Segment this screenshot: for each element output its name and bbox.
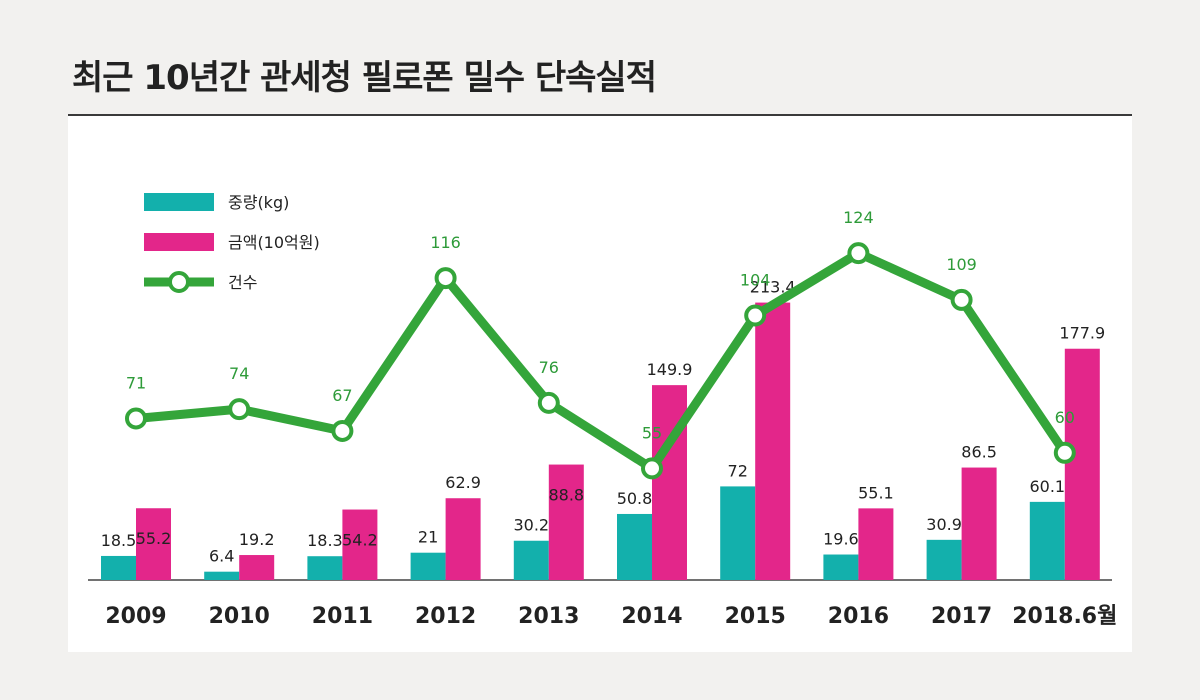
- bar-label-amount: 86.5: [961, 443, 997, 462]
- title-bar: 최근 10년간 관세청 필로폰 밀수 단속실적: [68, 40, 1132, 116]
- legend-label-amount: 금액(10억원): [228, 233, 320, 252]
- x-tick-label: 2017: [931, 604, 992, 629]
- bar-label-weight: 30.9: [926, 515, 962, 534]
- count-marker: [950, 288, 973, 311]
- count-marker: [125, 407, 147, 430]
- legend-swatch-weight: [144, 193, 214, 211]
- bar-amount: [239, 555, 275, 580]
- count-label: 60: [1055, 408, 1075, 427]
- bar-amount: [1064, 348, 1100, 580]
- bar-amount: [652, 385, 687, 580]
- x-tick-label: 2015: [725, 604, 786, 629]
- bar-weight: [823, 554, 859, 580]
- bar-label-weight: 18.5: [101, 531, 137, 550]
- bar-label-weight: 19.6: [823, 530, 859, 549]
- bar-amount: [548, 464, 584, 580]
- chart-svg: 중량(kg) 금액(10억원) 건수 18.5 55.2 2009 6.4 19.2 20…: [88, 193, 1118, 629]
- plot-panel: 중량(kg) 금액(10억원) 건수 18.5 55.2 2009 6.4 19.2 20…: [68, 116, 1132, 652]
- x-tick-label: 2016: [828, 604, 889, 629]
- count-marker: [744, 304, 767, 327]
- legend-label-count: 건수: [228, 273, 257, 292]
- legend-swatch-amount: [144, 233, 214, 251]
- legend-label-weight: 중량(kg): [228, 193, 289, 212]
- count-label: 67: [332, 386, 352, 405]
- count-label: 124: [843, 208, 874, 227]
- bar-weight: [1029, 501, 1065, 580]
- bar-weight: [720, 486, 756, 580]
- bar-weight: [101, 555, 136, 580]
- bar-amount: [755, 302, 791, 580]
- bar-weight: [410, 552, 446, 580]
- bar-label-weight: 30.2: [513, 516, 549, 535]
- x-tick-label: 2011: [312, 604, 373, 629]
- bar-amount: [445, 498, 481, 580]
- bar-weight: [617, 513, 652, 580]
- count-label: 116: [430, 233, 461, 252]
- bar-label-weight: 72: [728, 461, 748, 480]
- bar-label-amount: 19.2: [239, 530, 275, 549]
- bar-amount: [858, 508, 894, 580]
- bar-label-weight: 21: [418, 528, 438, 547]
- count-marker: [537, 391, 560, 414]
- legend: 중량(kg) 금액(10억원) 건수: [144, 193, 320, 293]
- chart-title: 최근 10년간 관세청 필로폰 밀수 단속실적: [72, 58, 657, 98]
- legend-marker-count: [168, 271, 190, 293]
- bar-amount: [961, 467, 997, 580]
- bar-amount: [342, 509, 378, 580]
- chart-marks: 18.5 55.2 2009 6.4 19.2 2010 18.3 54.2 2011 21 62.…: [101, 208, 1118, 629]
- count-marker: [228, 398, 251, 421]
- x-tick-label: 2018.6월: [1012, 604, 1117, 629]
- x-tick-label: 2014: [621, 604, 682, 629]
- x-tick-label: 2012: [415, 604, 476, 629]
- bar-weight: [307, 556, 343, 580]
- bar-label-amount: 177.9: [1059, 324, 1105, 343]
- bar-label-amount: 88.8: [548, 486, 584, 505]
- bar-label-weight: 50.8: [617, 489, 653, 508]
- count-marker: [434, 267, 457, 290]
- x-tick-label: 2013: [518, 604, 579, 629]
- count-marker: [641, 457, 663, 480]
- count-label: 55: [642, 423, 662, 442]
- bar-label-amount: 54.2: [342, 531, 378, 550]
- bar-label-amount: 55.2: [136, 529, 172, 548]
- count-label: 104: [740, 271, 771, 290]
- bar-label-weight: 18.3: [307, 531, 343, 550]
- count-marker: [847, 242, 870, 265]
- bar-weight: [204, 571, 240, 580]
- bar-label-weight: 60.1: [1029, 477, 1065, 496]
- bar-weight: [513, 540, 549, 580]
- bar-label-amount: 149.9: [647, 360, 693, 379]
- count-label: 109: [946, 255, 977, 274]
- bar-label-amount: 55.1: [858, 483, 894, 502]
- bar-weight: [926, 539, 962, 580]
- count-label: 71: [126, 373, 146, 392]
- bar-label-weight: 6.4: [209, 547, 234, 566]
- count-label: 76: [539, 358, 559, 377]
- count-marker: [331, 419, 354, 442]
- bar-amount: [136, 508, 171, 580]
- count-label: 74: [229, 364, 249, 383]
- x-tick-label: 2009: [105, 604, 166, 629]
- bar-label-amount: 213.4: [750, 278, 796, 297]
- x-tick-label: 2010: [209, 604, 270, 629]
- count-line: [131, 248, 1070, 473]
- count-marker: [1053, 441, 1076, 464]
- bar-label-amount: 62.9: [445, 473, 481, 492]
